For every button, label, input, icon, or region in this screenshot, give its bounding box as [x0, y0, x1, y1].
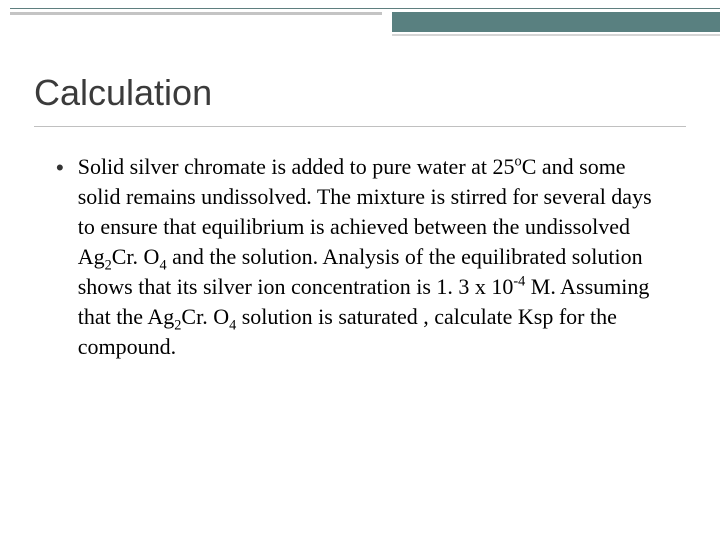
header-gap-line [392, 34, 720, 36]
header-teal-block [392, 12, 720, 32]
slide-body: • Solid silver chromate is added to pure… [56, 152, 670, 362]
header-grey-line [10, 12, 382, 15]
slide-title: Calculation [34, 72, 212, 114]
header-decoration [0, 0, 720, 42]
header-thin-line [10, 8, 720, 9]
title-underline [34, 126, 686, 127]
bullet-text: Solid silver chromate is added to pure w… [78, 152, 670, 362]
bullet-item: • Solid silver chromate is added to pure… [56, 152, 670, 362]
bullet-marker: • [56, 152, 64, 184]
